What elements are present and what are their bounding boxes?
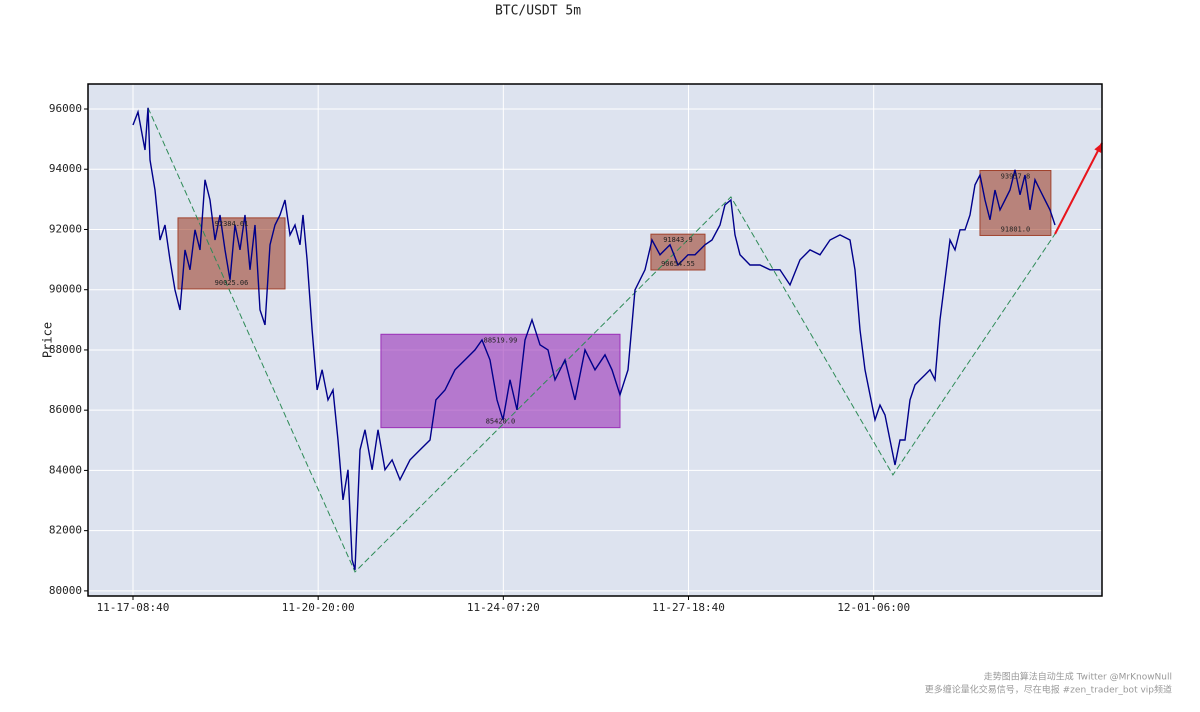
price-line (132, 107, 1056, 570)
chart-title: BTC/USDT 5m (495, 4, 581, 19)
arrow-head (1094, 143, 1102, 153)
pivot-box (177, 217, 286, 290)
x-tick-label: 12-01-06:00 (837, 601, 910, 614)
y-tick-label: 84000 (49, 463, 82, 476)
y-tick-label: 96000 (49, 102, 82, 115)
x-tick-label: 11-27-18:40 (652, 601, 725, 614)
y-tick-label: 94000 (49, 162, 82, 175)
box-low-label: 90654.55 (661, 260, 695, 268)
y-tick-label: 88000 (49, 343, 82, 356)
zigzag-line (147, 107, 1056, 573)
box-high-label: 92384.61 (215, 220, 249, 228)
pivot-box (979, 170, 1052, 236)
y-tick-label: 92000 (49, 222, 82, 235)
y-axis-label: Price (41, 322, 55, 358)
box-low-label: 91801.0 (1001, 225, 1031, 233)
y-tick-label: 90000 (49, 283, 82, 296)
x-tick-label: 11-24-07:20 (467, 601, 540, 614)
watermark: 更多缠论量化交易信号，尽在电报 #zen_trader_bot vip频道 (925, 684, 1172, 696)
plot-frame (87, 83, 1103, 597)
box-high-label: 91843.9 (663, 236, 693, 244)
x-tick-label: 11-17-08:40 (97, 601, 170, 614)
watermark: 走势图由算法自动生成 Twitter @MrKnowNull (984, 671, 1172, 683)
y-tick-label: 80000 (49, 584, 82, 597)
box-low-label: 85420.0 (486, 418, 516, 426)
projection-arrow (1054, 142, 1103, 235)
y-tick-label: 82000 (49, 524, 82, 537)
y-tick-label: 86000 (49, 403, 82, 416)
x-tick-label: 11-20-20:00 (282, 601, 355, 614)
box-low-label: 90025.06 (215, 279, 249, 287)
box-high-label: 93957.8 (1001, 173, 1031, 181)
box-high-label: 88519.99 (484, 336, 518, 344)
